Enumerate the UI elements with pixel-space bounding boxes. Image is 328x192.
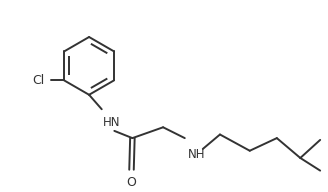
Text: Cl: Cl: [32, 74, 44, 87]
Text: O: O: [127, 176, 136, 189]
Text: NH: NH: [188, 148, 206, 161]
Text: HN: HN: [103, 116, 120, 128]
